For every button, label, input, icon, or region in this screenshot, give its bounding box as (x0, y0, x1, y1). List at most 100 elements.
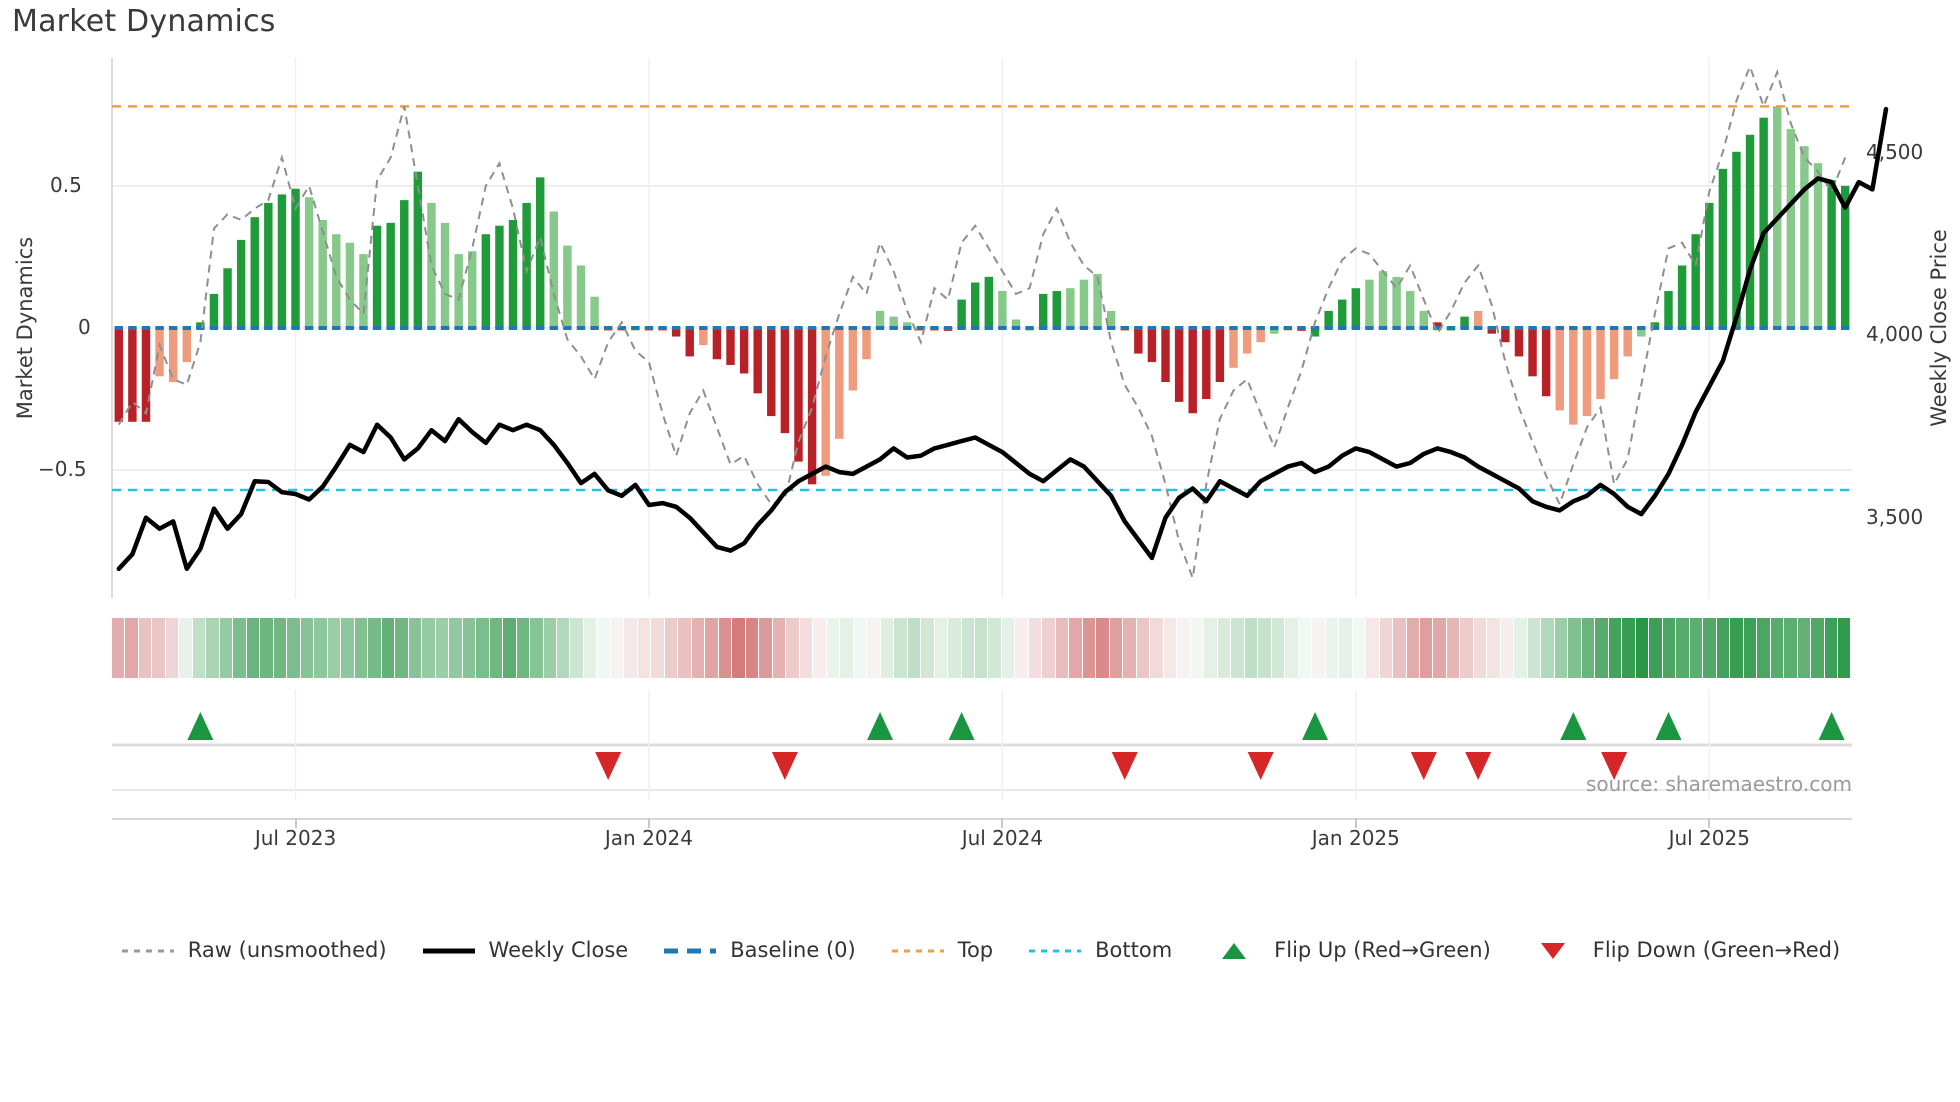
histogram-bar (1637, 328, 1646, 337)
heatmap-cell (1730, 618, 1744, 678)
histogram-bar (372, 225, 382, 328)
flip-markers-panel (112, 690, 1852, 800)
heatmap-cell (1568, 618, 1582, 678)
histogram-bar (1419, 310, 1429, 328)
legend-item[interactable]: Raw (unsmoothed) (120, 938, 387, 962)
heatmap-cell (287, 618, 301, 678)
histogram-bar (291, 188, 300, 328)
weekly-close-line (116, 106, 1889, 572)
heatmap-cell (112, 618, 126, 678)
x-tick-mark (1708, 818, 1711, 828)
histogram-bar (1582, 328, 1592, 417)
heatmap-cell (219, 618, 234, 678)
histogram-bar (1514, 328, 1524, 357)
heatmap-cell (327, 618, 342, 678)
heatmap-cell (921, 618, 935, 678)
heatmap-cell (732, 618, 746, 678)
histogram-bar (508, 220, 518, 328)
histogram-bar (1338, 299, 1347, 328)
green-up-triangle (1206, 940, 1262, 960)
histogram-bar (1011, 319, 1021, 328)
heatmap-cell (1069, 618, 1083, 678)
histogram-bar (862, 328, 871, 360)
x-tick-mark (1354, 818, 1357, 828)
heatmap-cell (273, 618, 288, 678)
heatmap-cell (1258, 618, 1272, 678)
heatmap-cell (934, 618, 949, 678)
x-tick-mark (647, 818, 650, 828)
heatmap-cell (583, 618, 598, 678)
heatmap-cell (138, 618, 153, 678)
page-title: Market Dynamics (12, 4, 276, 39)
histogram-bar (1745, 134, 1755, 328)
legend-item[interactable]: Top (890, 938, 993, 962)
source-attribution: source: sharemaestro.com (1586, 772, 1852, 796)
histogram-bar (1840, 185, 1850, 328)
heatmap-cell (894, 618, 908, 678)
histogram-bar (576, 265, 586, 328)
legend-label: Raw (unsmoothed) (187, 938, 387, 962)
heatmap-cell (1055, 618, 1070, 678)
heatmap-cell (1473, 618, 1488, 678)
histogram-bar (1691, 234, 1700, 328)
flip-down-marker (1410, 752, 1437, 780)
histogram-bar (889, 316, 898, 328)
histogram-bar (1501, 328, 1510, 343)
heatmap-cell (368, 618, 382, 678)
heatmap-cell (948, 618, 962, 678)
legend-item[interactable]: Baseline (0) (662, 938, 856, 962)
flip-down-marker (1247, 752, 1274, 780)
histogram-bar (780, 328, 790, 434)
x-tick-label: Jul 2025 (1668, 826, 1750, 850)
heatmap-cell (1406, 618, 1420, 678)
heatmap-cell (1838, 618, 1852, 678)
histogram-bar (209, 293, 219, 328)
histogram-bar (128, 328, 137, 422)
heatmap-cell (435, 618, 450, 678)
heatmap-cell (678, 618, 692, 678)
histogram-bar (1405, 291, 1415, 328)
right-y-tick-1: 4,000 (1866, 322, 1924, 347)
legend-item[interactable]: Flip Up (Red→Green) (1206, 938, 1491, 962)
histogram-bar (794, 328, 803, 462)
histogram-bar (875, 310, 885, 328)
heatmap-cell (1554, 618, 1569, 678)
histogram-bar (345, 242, 355, 328)
heatmap-cell (867, 618, 881, 678)
dashed-blue-line (662, 940, 718, 960)
histogram-bar (957, 299, 966, 328)
heatmap-cell (1001, 618, 1016, 678)
heatmap-cell (395, 618, 409, 678)
legend-item[interactable]: Weekly Close (421, 938, 628, 962)
histogram-bar (413, 171, 423, 328)
heatmap-cell (840, 618, 854, 678)
flip-up-marker (948, 712, 975, 740)
x-tick-label: Jan 2025 (1311, 826, 1400, 850)
heatmap-cell (786, 618, 800, 678)
main-chart (111, 58, 1889, 598)
histogram-bar (739, 328, 749, 374)
heatmap-cell (1676, 618, 1690, 678)
histogram-bar (427, 202, 436, 328)
heatmap-cell (152, 618, 166, 678)
heatmap-cell (1743, 618, 1758, 678)
x-tick-label: Jul 2024 (961, 826, 1044, 850)
heatmap-cell (1757, 618, 1771, 678)
histogram-bar (304, 197, 314, 328)
histogram-bar (468, 251, 477, 328)
legend-item[interactable]: Bottom (1027, 938, 1172, 962)
heatmap-cell (260, 618, 274, 678)
histogram-bar (1392, 276, 1401, 328)
histogram-bar (848, 328, 858, 391)
heatmap-cell (1433, 618, 1447, 678)
legend-item[interactable]: Flip Down (Green→Red) (1525, 938, 1840, 962)
heatmap-cell (1298, 618, 1313, 678)
flip-up-marker (1560, 712, 1587, 740)
heatmap-cell (1716, 618, 1731, 678)
red-down-triangle (1525, 940, 1581, 960)
heatmap-cell (1581, 618, 1596, 678)
histogram-bar (1664, 291, 1673, 328)
histogram-bar (984, 276, 994, 328)
histogram-bar (1134, 328, 1143, 354)
heatmap-cell (961, 618, 975, 678)
